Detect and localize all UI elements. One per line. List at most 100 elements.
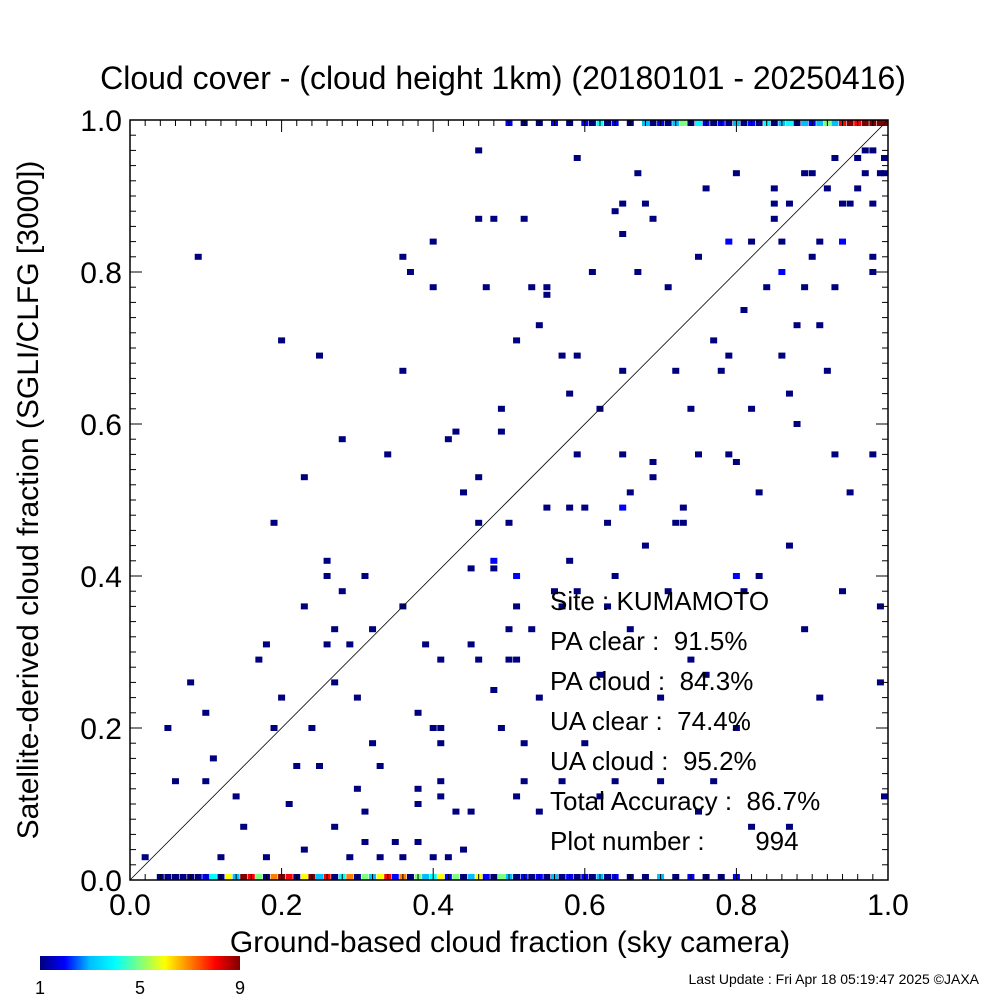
data-point xyxy=(399,253,407,260)
data-point xyxy=(316,874,323,880)
x-tick-label: 1.0 xyxy=(867,889,909,922)
data-point xyxy=(513,793,521,800)
data-point xyxy=(217,854,225,861)
data-point xyxy=(414,709,422,716)
y-tick-label: 0.2 xyxy=(80,713,122,746)
data-point xyxy=(505,519,513,526)
data-point xyxy=(710,337,718,344)
data-point xyxy=(839,200,847,207)
data-point xyxy=(573,155,581,161)
y-axis-label: Satellite-derived cloud fraction (SGLI/C… xyxy=(12,161,45,840)
data-point xyxy=(399,854,407,861)
data-point xyxy=(748,405,756,412)
data-points xyxy=(141,120,888,880)
data-point xyxy=(778,238,786,245)
data-point xyxy=(816,120,824,126)
data-point xyxy=(293,763,301,769)
data-point xyxy=(331,679,339,686)
data-point xyxy=(520,215,528,222)
data-point xyxy=(881,155,888,161)
data-point xyxy=(528,874,536,880)
x-tick-label: 0.6 xyxy=(564,889,606,922)
data-point xyxy=(854,185,862,192)
data-point xyxy=(823,367,831,374)
data-point xyxy=(869,253,877,260)
data-point xyxy=(869,269,877,275)
data-point xyxy=(801,284,809,291)
data-point xyxy=(467,808,475,815)
data-point xyxy=(497,874,505,880)
data-point xyxy=(649,120,657,126)
data-point xyxy=(513,603,521,610)
data-point xyxy=(839,588,847,595)
data-point xyxy=(793,322,801,329)
data-point xyxy=(467,641,475,648)
data-point xyxy=(816,238,824,245)
data-point xyxy=(437,874,445,880)
data-point xyxy=(581,504,589,511)
data-point xyxy=(702,671,710,678)
stats-line: UA cloud : 95.2% xyxy=(550,746,757,776)
data-point xyxy=(611,208,619,215)
data-point xyxy=(808,170,816,177)
data-point xyxy=(831,451,839,458)
data-point xyxy=(353,694,361,701)
data-point xyxy=(308,725,316,731)
data-point xyxy=(460,846,468,853)
data-point xyxy=(573,451,581,458)
data-point xyxy=(649,474,657,481)
data-point xyxy=(535,694,543,701)
y-tick-label: 0.6 xyxy=(80,409,122,442)
data-point xyxy=(194,874,202,880)
x-tick-label: 0.2 xyxy=(261,889,303,922)
data-point xyxy=(748,823,756,830)
data-point xyxy=(573,588,581,595)
data-point xyxy=(361,839,369,845)
data-point xyxy=(702,185,710,192)
data-point xyxy=(369,626,377,633)
stats-line: Site : KUMAMOTO xyxy=(550,586,769,616)
data-point xyxy=(482,284,490,291)
data-point xyxy=(300,874,308,880)
data-point xyxy=(240,874,248,880)
data-point xyxy=(717,367,725,374)
data-point xyxy=(740,588,748,595)
data-point xyxy=(596,671,604,678)
data-point xyxy=(414,839,422,845)
x-tick-label: 0.0 xyxy=(109,889,151,922)
data-point xyxy=(619,231,627,237)
data-point xyxy=(323,557,331,564)
data-point xyxy=(755,489,763,496)
data-point xyxy=(881,793,888,800)
data-point xyxy=(831,155,839,161)
x-tick-label: 0.4 xyxy=(412,889,454,922)
data-point xyxy=(338,588,346,595)
data-point xyxy=(361,573,369,579)
data-point xyxy=(202,709,210,716)
data-point xyxy=(262,641,270,648)
data-point xyxy=(876,170,884,177)
data-point xyxy=(361,874,369,880)
data-point xyxy=(164,725,172,731)
data-point xyxy=(361,808,369,815)
data-point xyxy=(634,170,642,177)
y-tick-label: 0.8 xyxy=(80,257,122,290)
data-point xyxy=(732,725,740,731)
data-point xyxy=(331,626,339,633)
data-point xyxy=(316,763,323,769)
data-point xyxy=(467,565,475,572)
data-point xyxy=(490,557,498,564)
data-point xyxy=(876,603,884,610)
data-point xyxy=(513,573,521,579)
data-point xyxy=(657,694,665,701)
data-point xyxy=(732,459,740,465)
data-point xyxy=(300,603,308,610)
colorbar-tick-label: 5 xyxy=(135,978,145,998)
data-point xyxy=(520,778,528,785)
data-point xyxy=(755,573,763,579)
data-point xyxy=(429,854,437,861)
data-point xyxy=(881,170,888,177)
data-point xyxy=(581,740,589,747)
data-point xyxy=(475,474,483,481)
